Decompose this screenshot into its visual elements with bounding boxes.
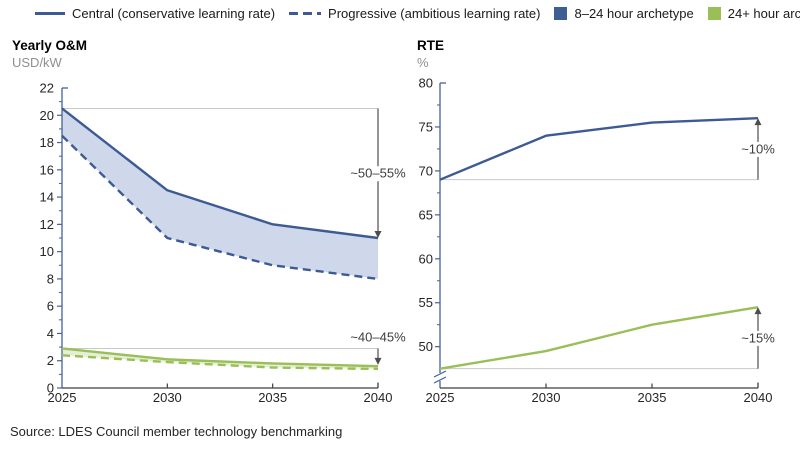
svg-text:2025: 2025 — [48, 390, 77, 405]
svg-text:8: 8 — [47, 271, 54, 286]
svg-text:75: 75 — [419, 119, 433, 134]
svg-text:4: 4 — [47, 326, 54, 341]
svg-text:55: 55 — [419, 295, 433, 310]
svg-text:2035: 2035 — [258, 390, 287, 405]
legend-label: Progressive (ambitious learning rate) — [328, 6, 541, 21]
legend-label: Central (conservative learning rate) — [72, 6, 276, 21]
rte-chart: 50 55 60 65 70 75 80 2025 2030 2035 2040 ~10% ~15% — [419, 76, 776, 406]
right-chart-unit: % — [417, 55, 429, 70]
svg-text:~40–45%: ~40–45% — [350, 329, 406, 344]
legend-item-central: Central (conservative learning rate) — [35, 6, 275, 21]
svg-text:2040: 2040 — [744, 390, 773, 405]
svg-text:18: 18 — [40, 135, 54, 150]
yearly-om-chart: 0 2 4 6 8 10 12 14 16 18 20 22 2025 2030 2035 2040 ~50–5… — [40, 81, 407, 406]
svg-text:2040: 2040 — [364, 390, 393, 405]
svg-text:16: 16 — [40, 162, 54, 177]
svg-text:~50–55%: ~50–55% — [350, 166, 406, 181]
svg-text:2030: 2030 — [153, 390, 182, 405]
left-chart-unit: USD/kW — [12, 55, 62, 70]
svg-text:70: 70 — [419, 163, 433, 178]
svg-text:50: 50 — [419, 339, 433, 354]
svg-text:22: 22 — [40, 81, 54, 96]
svg-text:6: 6 — [47, 299, 54, 314]
svg-text:80: 80 — [419, 76, 433, 91]
svg-text:2035: 2035 — [638, 390, 667, 405]
svg-text:65: 65 — [419, 207, 433, 222]
green-square-swatch-icon — [707, 7, 721, 20]
svg-text:~10%: ~10% — [741, 141, 775, 156]
legend-item-24-plus-hour: 24+ hour archetype — [707, 6, 800, 21]
legend-label: 8–24 hour archetype — [574, 6, 694, 21]
svg-text:20: 20 — [40, 108, 54, 123]
svg-text:~15%: ~15% — [741, 330, 775, 345]
source-note: Source: LDES Council member technology b… — [10, 424, 343, 439]
legend-item-8-24-hour: 8–24 hour archetype — [554, 6, 694, 21]
svg-text:12: 12 — [40, 217, 54, 232]
legend-label: 24+ hour archetype — [727, 6, 800, 21]
svg-text:2025: 2025 — [426, 390, 455, 405]
blue-square-swatch-icon — [554, 7, 568, 20]
solid-line-swatch-icon — [35, 12, 65, 15]
svg-text:14: 14 — [40, 190, 54, 205]
dashed-line-swatch-icon — [289, 12, 322, 15]
svg-text:60: 60 — [419, 251, 433, 266]
left-chart-title: Yearly O&M — [12, 38, 88, 53]
svg-text:2030: 2030 — [532, 390, 561, 405]
svg-text:0: 0 — [47, 381, 54, 396]
legend: Central (conservative learning rate) Pro… — [35, 6, 800, 21]
legend-item-progressive: Progressive (ambitious learning rate) — [289, 6, 540, 21]
svg-text:2: 2 — [47, 353, 54, 368]
right-chart-title: RTE — [417, 38, 444, 53]
svg-text:10: 10 — [40, 244, 54, 259]
